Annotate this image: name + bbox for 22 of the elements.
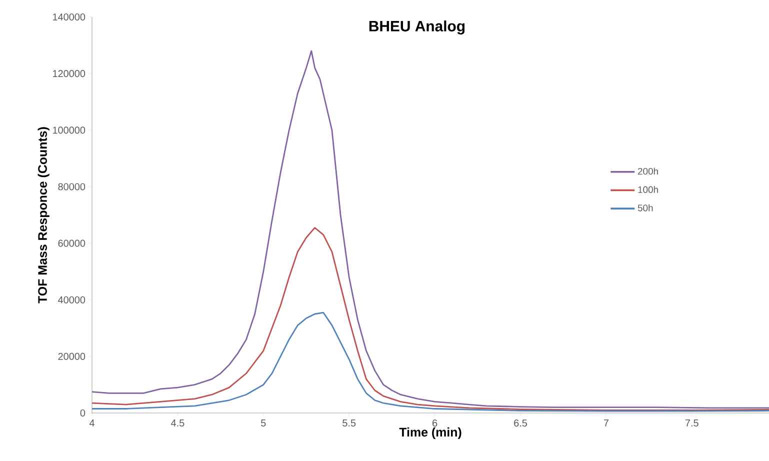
x-tick-label: 5 [261,420,266,426]
x-tick-label: 7.5 [685,420,698,426]
x-tick-label: 6 [432,420,438,427]
x-tick-label: 5.5 [342,420,356,426]
y-tick-label: 80000 [58,183,86,190]
y-tick-label: 40000 [58,296,86,304]
y-tick-label: 0 [80,409,86,417]
chart-title: BHEU Analog [369,20,465,34]
y-tick-label: 120000 [53,70,86,78]
y-tick-label: 100000 [53,126,86,134]
x-tick-label: 4 [89,420,94,426]
x-tick-label: 4.5 [171,420,184,426]
legend-label: 200h [638,168,658,175]
y-axis-title: TOF Mass Responce (Counts) [38,127,50,304]
y-tick-label: 140000 [53,13,86,21]
legend-label: 50h [638,204,653,212]
legend-label: 100h [638,186,658,193]
x-axis-title: Time (min) [399,427,462,440]
x-tick-label: 7 [604,420,608,426]
x-tick-label: 6.5 [514,420,527,427]
y-tick-label: 20000 [58,352,86,360]
y-tick-label: 60000 [58,240,86,247]
